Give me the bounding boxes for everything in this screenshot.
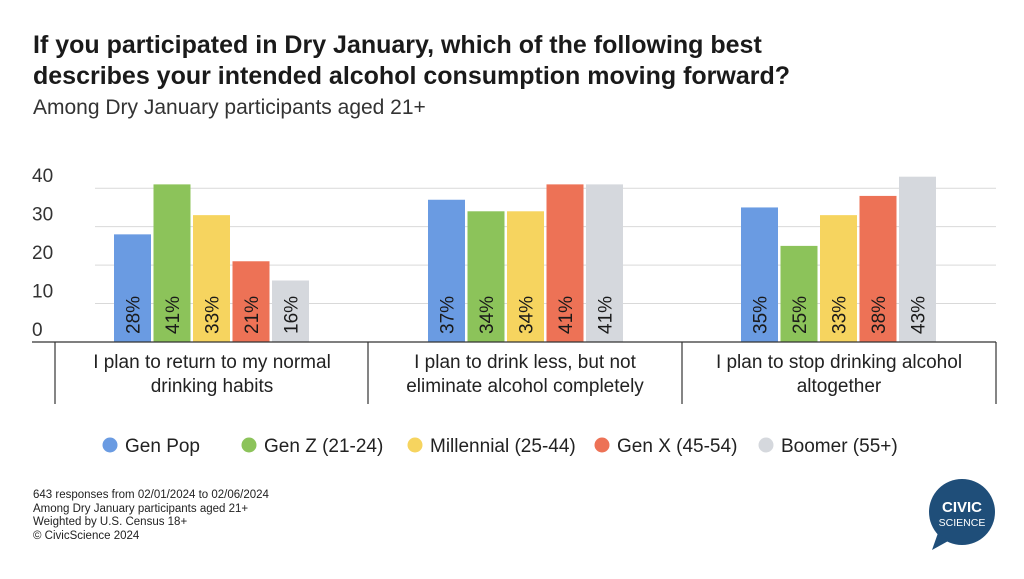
bar-value-label: 34% xyxy=(517,296,538,334)
bar xyxy=(820,215,857,342)
bar xyxy=(780,245,818,342)
bar xyxy=(546,184,584,342)
category-label: drinking habits xyxy=(151,376,274,397)
chart-subtitle: Among Dry January participants aged 21+ xyxy=(33,96,426,119)
chart-title: If you participated in Dry January, whic… xyxy=(33,30,993,92)
legend-swatch xyxy=(102,437,118,453)
footer-notes: 643 responses from 02/01/2024 to 02/06/2… xyxy=(33,489,269,543)
bar xyxy=(272,280,309,342)
chart-title-line-1: If you participated in Dry January, whic… xyxy=(33,31,762,59)
category-label: eliminate alcohol completely xyxy=(406,376,644,397)
y-tick-label: 0 xyxy=(32,320,43,341)
bar-value-label: 35% xyxy=(751,296,772,334)
category-label: altogether xyxy=(797,376,882,397)
bar xyxy=(232,261,270,342)
y-tick-label: 10 xyxy=(32,282,53,303)
bar xyxy=(467,211,505,342)
bar-value-label: 21% xyxy=(242,296,263,334)
chart-title-line-2: describes your intended alcohol consumpt… xyxy=(33,62,791,90)
bar-value-label: 43% xyxy=(909,296,930,334)
category-label: I plan to return to my normal xyxy=(93,352,331,373)
bar xyxy=(428,199,465,342)
legend-swatch xyxy=(241,437,257,453)
legend-label: Millennial (25-44) xyxy=(430,436,576,457)
bar xyxy=(114,234,151,342)
footer-line-responses: 643 responses from 02/01/2024 to 02/06/2… xyxy=(33,489,269,501)
footer-line-population: Among Dry January participants aged 21+ xyxy=(33,502,249,515)
bar-value-label: 41% xyxy=(163,296,184,334)
bar xyxy=(586,184,623,342)
y-tick-label: 20 xyxy=(32,243,53,264)
bar-value-label: 16% xyxy=(282,296,303,334)
category-label: I plan to stop drinking alcohol xyxy=(716,352,962,373)
category-label: I plan to drink less, but not xyxy=(414,352,637,373)
civicscience-logo: CIVIC SCIENCE xyxy=(929,479,995,550)
bar-chart: 0 10 20 30 40 28% 37% 35% 41% 34% 25% 33% 34% 33% 21% 4… xyxy=(32,166,997,457)
legend-swatch xyxy=(407,437,423,453)
legend-swatch xyxy=(758,437,774,453)
bar xyxy=(153,184,191,342)
legend-label: Gen Z (21-24) xyxy=(264,436,383,457)
bar-value-label: 41% xyxy=(556,296,577,334)
bar-value-label: 33% xyxy=(830,296,851,334)
bar-value-label: 25% xyxy=(790,296,811,334)
y-tick-label: 40 xyxy=(32,166,53,187)
legend-label: Gen X (45-54) xyxy=(617,436,737,457)
footer-line-weighting: Weighted by U.S. Census 18+ xyxy=(33,516,188,528)
logo-circle xyxy=(929,479,995,545)
bar-value-label: 38% xyxy=(869,296,890,334)
bar xyxy=(859,195,897,342)
logo-text-science: SCIENCE xyxy=(939,517,986,529)
bar xyxy=(193,215,230,342)
legend-label: Boomer (55+) xyxy=(781,436,898,457)
bar-value-label: 28% xyxy=(124,296,145,334)
y-tick-label: 30 xyxy=(32,205,53,226)
bar-value-label: 33% xyxy=(203,296,224,334)
bar-value-label: 41% xyxy=(596,296,617,334)
logo-speech-tail xyxy=(932,533,950,550)
legend-swatch xyxy=(594,437,610,453)
bar xyxy=(741,207,778,342)
logo-text-civic: CIVIC xyxy=(942,499,982,516)
footer-line-copyright: © CivicScience 2024 xyxy=(33,529,140,542)
bar xyxy=(507,211,544,342)
bar xyxy=(899,176,936,342)
bar-value-label: 34% xyxy=(477,296,498,334)
legend-label: Gen Pop xyxy=(125,436,200,457)
bar-value-label: 37% xyxy=(438,296,459,334)
